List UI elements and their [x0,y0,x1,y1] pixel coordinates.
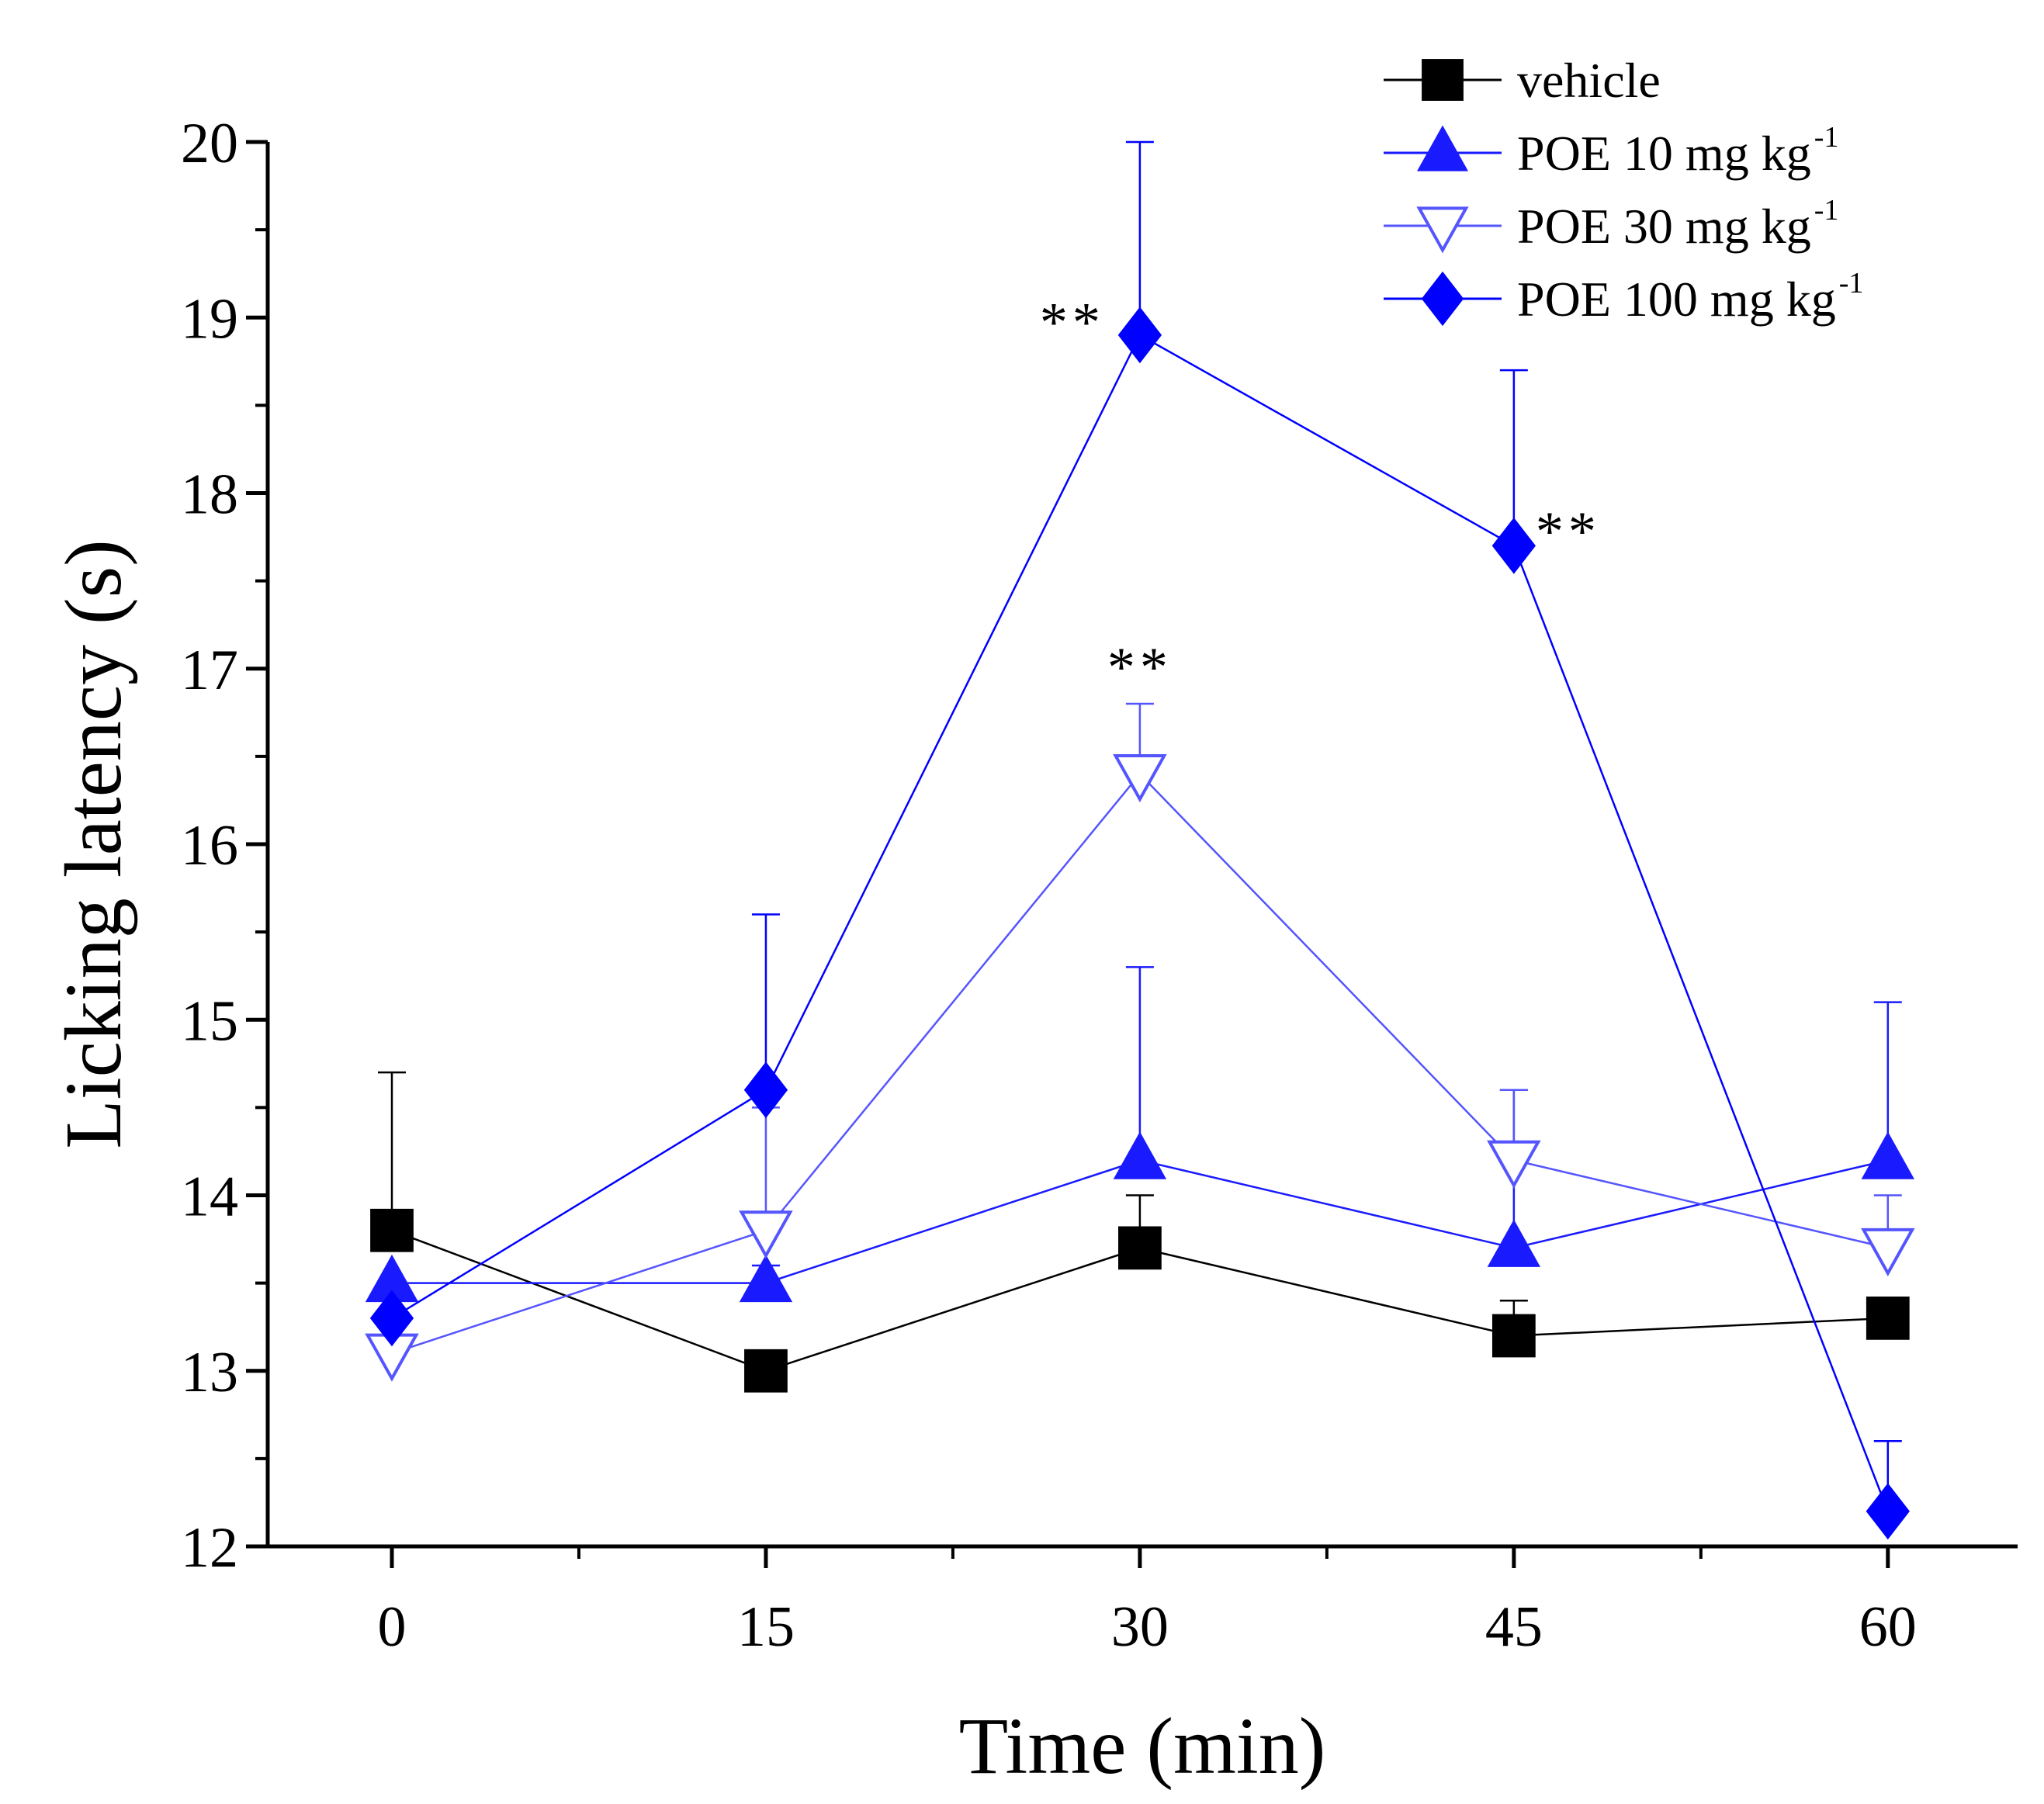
legend-label: POE 30 mg kg -1 [1517,194,1838,254]
legend-label: POE 100 mg kg -1 [1517,267,1863,327]
poe100-marker [369,1290,414,1347]
significance-marker: ** [1536,500,1601,563]
y-tick-label: 13 [181,1341,238,1404]
series-markers [365,306,1915,1540]
y-tick-label: 15 [181,989,238,1053]
x-tick-label: 60 [1859,1595,1917,1659]
legend-label-superscript: -1 [1839,267,1864,300]
y-tick-label: 17 [181,639,238,702]
error-bars [378,140,1902,1511]
poe10-marker [739,1254,793,1303]
legend-label-text: POE 30 mg kg [1517,199,1811,254]
x-tick-label: 0 [378,1595,407,1659]
legend-item-vehicle: vehicle [1384,53,1661,108]
significance-annotations: ** ** ** [1040,291,1601,698]
poe30-marker [1487,1140,1541,1189]
legend-label-superscript: -1 [1814,121,1839,154]
vehicle-marker [370,1208,414,1252]
y-tick-label: 12 [181,1516,238,1580]
y-axis-ticks: 12 13 14 15 16 17 18 19 20 [181,112,268,1580]
poe30-marker [739,1210,793,1259]
plot-area: 12 13 14 15 16 17 18 19 20 0 15 30 45 60 ** ** ** [181,112,2018,1659]
legend-label-text: POE 100 mg kg [1517,272,1836,327]
poe30-marker [1113,753,1167,803]
poe30-marker [1861,1227,1915,1276]
y-axis-title: Licking latency (s) [49,539,138,1148]
poe100-marker [743,1061,788,1119]
poe100-marker [1491,518,1536,574]
legend-item-poe10: POE 10 mg kg -1 [1384,121,1838,181]
y-tick-label: 18 [181,463,238,527]
legend-item-poe100: POE 100 mg kg -1 [1384,267,1863,327]
legend-item-poe30: POE 30 mg kg -1 [1384,194,1838,254]
vehicle-marker [744,1349,788,1393]
poe10-marker [1861,1131,1914,1179]
x-tick-label: 15 [737,1595,795,1659]
legend-label: vehicle [1517,53,1661,108]
x-tick-label: 30 [1111,1595,1169,1659]
legend-label: POE 10 mg kg -1 [1517,121,1838,181]
vehicle-marker [1866,1296,1910,1340]
poe10-marker [1487,1219,1541,1267]
legend-marker-poe10 [1416,125,1469,171]
legend-label-text: vehicle [1517,53,1661,108]
vehicle-marker [1491,1314,1536,1358]
significance-marker: ** [1107,636,1173,698]
poe100-line [391,334,1889,1512]
x-axis-ticks: 0 15 30 45 60 [378,1546,1917,1659]
y-tick-label: 14 [181,1165,238,1229]
legend-marker-poe100 [1421,271,1464,327]
significance-marker: ** [1040,291,1105,353]
x-axis-title: Time (min) [959,1702,1326,1791]
x-tick-label: 45 [1485,1595,1543,1659]
y-tick-label: 20 [181,112,238,175]
legend-label-superscript: -1 [1814,194,1839,227]
y-tick-label: 16 [181,814,238,878]
legend-marker-poe30 [1416,206,1469,254]
legend-marker-vehicle [1422,59,1464,101]
poe100-marker [1866,1483,1910,1540]
poe10-marker [1113,1131,1167,1179]
y-tick-label: 19 [181,287,238,351]
legend-label-text: POE 10 mg kg [1517,126,1811,181]
poe100-marker [1117,306,1162,364]
series-lines [391,334,1889,1512]
vehicle-marker [1118,1226,1162,1270]
